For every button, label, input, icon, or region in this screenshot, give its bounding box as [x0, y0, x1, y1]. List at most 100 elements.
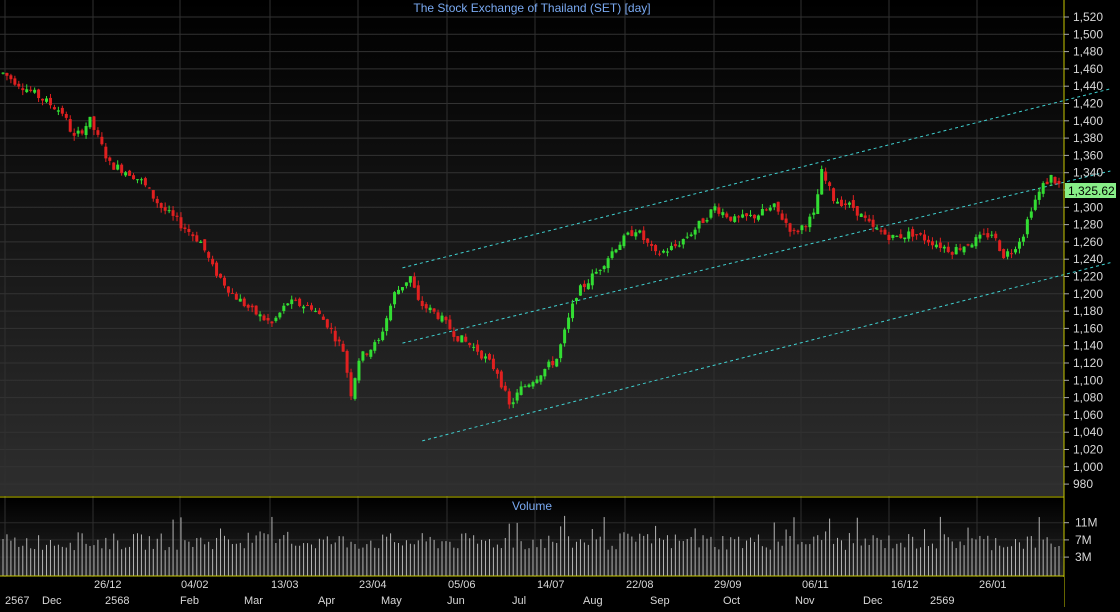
candle-body [764, 209, 768, 211]
candle-body [341, 343, 345, 352]
candle-body [1041, 183, 1045, 194]
candle-body [29, 89, 33, 91]
candle-body [33, 89, 37, 93]
price-tick-label: 980 [1073, 477, 1093, 491]
candle-body [298, 298, 302, 306]
price-tick-label: 1,440 [1073, 79, 1103, 93]
candle-body [349, 372, 353, 397]
candle-body [56, 110, 60, 112]
date-label: 05/06 [448, 579, 476, 591]
candle-body [555, 358, 559, 367]
candle-body [606, 258, 610, 269]
price-panel [0, 0, 1064, 496]
candle-body [250, 305, 254, 308]
candle-body [503, 385, 507, 391]
period-label: Aug [583, 595, 603, 607]
candle-body [234, 293, 238, 300]
candle-body [990, 234, 994, 236]
last-price-label: 1,325.62 [1068, 184, 1115, 198]
candle-body [412, 276, 416, 288]
candle-body [424, 304, 428, 309]
candle-body [567, 317, 571, 330]
candle-body [333, 330, 337, 342]
candle-body [147, 187, 151, 189]
candle-body [143, 178, 147, 186]
candle-body [468, 342, 472, 346]
price-tick-label: 1,140 [1073, 339, 1103, 353]
candle-body [665, 251, 669, 253]
candle-body [309, 305, 313, 310]
candle-body [681, 238, 685, 245]
candle-body [737, 216, 741, 218]
candle-body [919, 233, 923, 235]
candle-body [863, 215, 867, 218]
candle-body [21, 88, 25, 91]
candle-body [879, 230, 883, 232]
candle-body [404, 282, 408, 286]
candle-body [721, 212, 725, 216]
candle-body [776, 201, 780, 212]
date-label: 26/01 [979, 579, 1007, 591]
candle-body [480, 350, 484, 359]
date-label: 22/08 [626, 579, 654, 591]
candle-body [1006, 251, 1010, 257]
candle-body [187, 228, 191, 233]
candle-body [911, 229, 915, 237]
candle-body [986, 233, 990, 238]
candle-body [325, 319, 329, 328]
candle-body [420, 300, 424, 307]
date-label: 14/07 [537, 579, 565, 591]
date-label: 06/11 [802, 579, 829, 591]
candle-body [270, 321, 274, 324]
candle-body [942, 246, 946, 249]
candle-body [646, 238, 650, 243]
candle-body [68, 119, 72, 132]
vertical-grid [4, 0, 978, 607]
candle-body [321, 316, 325, 320]
frame [0, 0, 1065, 607]
candle-body [80, 130, 84, 134]
candle-body [432, 308, 436, 312]
candle-body [661, 250, 665, 253]
candle-body [5, 72, 9, 76]
candle-body [52, 107, 56, 110]
period-label: Mar [244, 595, 263, 607]
candle-body [151, 190, 155, 199]
candle-body [946, 246, 950, 252]
candle-body [1057, 180, 1061, 184]
price-tick-label: 1,400 [1073, 114, 1103, 128]
candle-body [211, 258, 215, 265]
candle-body [689, 234, 693, 237]
candle-body [697, 220, 701, 229]
price-tick-label: 1,340 [1073, 166, 1103, 180]
candle-body [642, 230, 646, 241]
candle-body [1053, 176, 1057, 184]
candle-body [966, 244, 970, 246]
candle-body [124, 172, 128, 176]
candle-body [41, 98, 45, 101]
last-price-tag-bg [1065, 183, 1116, 198]
candle-body [215, 262, 219, 276]
candle-body [262, 315, 266, 321]
candle-body [167, 210, 171, 212]
candle-body [847, 202, 851, 205]
candle-body [571, 303, 575, 319]
candle-body [499, 371, 503, 388]
candle-body [440, 315, 444, 322]
candle-body [705, 220, 709, 222]
candle-body [219, 273, 223, 278]
period-label: 2569 [930, 595, 954, 607]
date-label: 04/02 [181, 579, 209, 591]
candle-body [836, 201, 840, 204]
candle-body [658, 253, 662, 255]
candle-body [1049, 174, 1053, 183]
candle-body [713, 206, 717, 211]
candle-body [175, 215, 179, 217]
candle-body [752, 214, 756, 219]
candle-body [709, 209, 713, 218]
candle-body [266, 317, 270, 321]
candle-body [25, 89, 29, 93]
candle-body [602, 266, 606, 270]
candle-body [523, 386, 527, 388]
